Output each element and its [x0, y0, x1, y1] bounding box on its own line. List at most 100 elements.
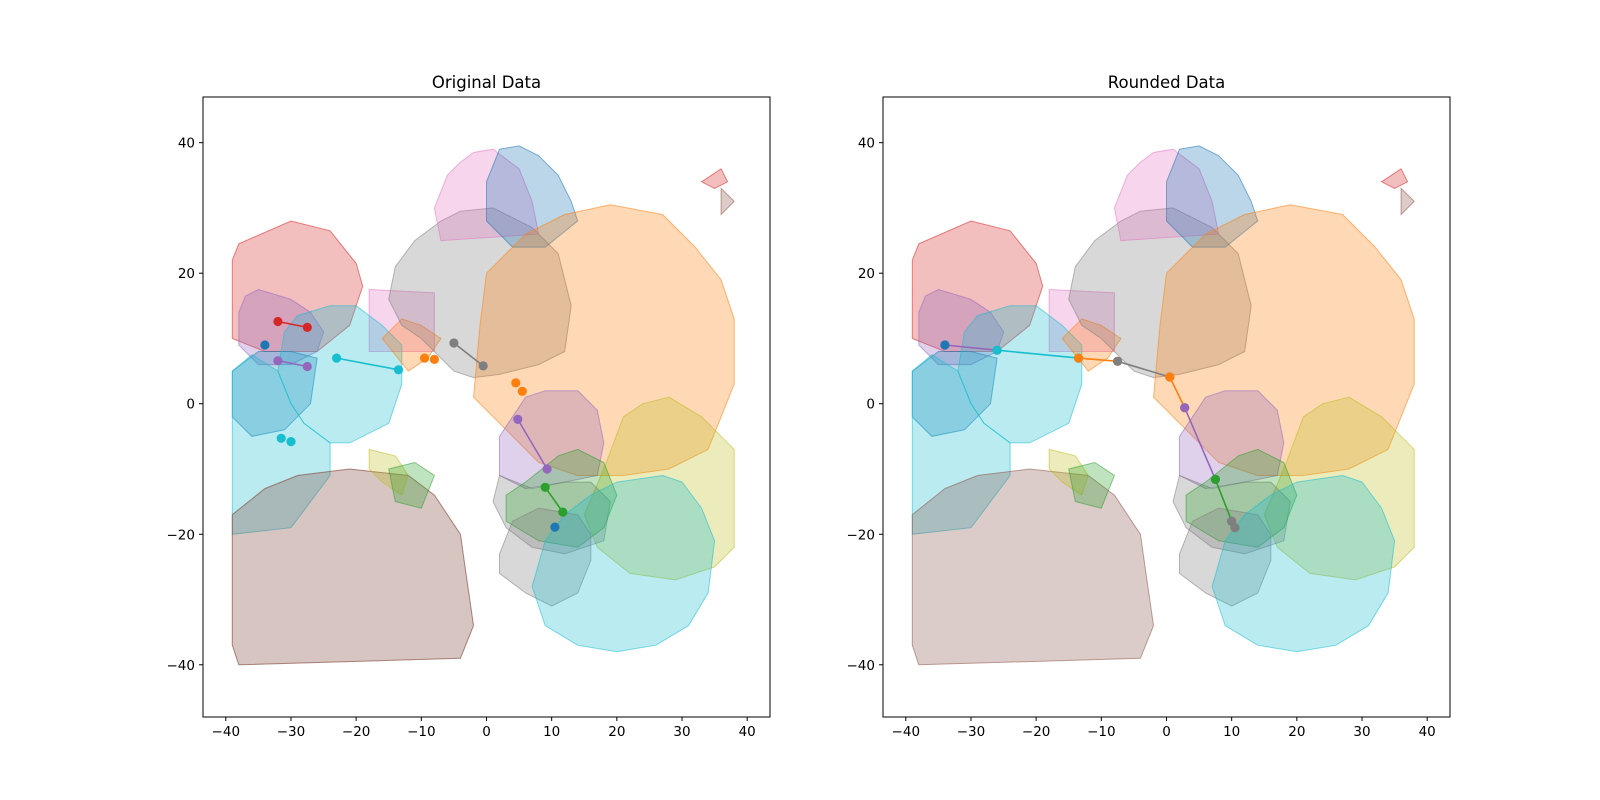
x-tick-label: 10	[1223, 724, 1240, 740]
x-tick-label: −40	[892, 724, 921, 740]
region-polygon	[1400, 187, 1415, 216]
region-polygon	[499, 390, 605, 490]
series-line	[453, 342, 484, 367]
region-polygon	[499, 507, 592, 607]
x-tick-label: 40	[1419, 724, 1436, 740]
data-point	[992, 345, 1002, 355]
data-point	[260, 340, 270, 350]
series-line	[277, 359, 308, 368]
y-tick-label: −40	[847, 658, 876, 674]
region-polygon	[1048, 448, 1089, 496]
data-point	[420, 353, 430, 363]
data-point	[511, 378, 521, 388]
x-tick-label: 20	[1288, 724, 1305, 740]
region-polygon	[388, 207, 572, 379]
x-tick-label: −10	[1087, 724, 1116, 740]
chart-title: Original Data	[432, 73, 541, 92]
region-polygon	[1211, 474, 1396, 653]
region-polygon	[472, 204, 735, 476]
data-point	[542, 464, 552, 474]
x-tick-label: −10	[407, 724, 436, 740]
subplot-original: Original Data −40 −30 −20 −10 0 10 20 30 40 −40 −2…	[167, 73, 771, 740]
region-polygon	[486, 145, 579, 248]
x-tick-label: 20	[608, 724, 625, 740]
data-point	[273, 356, 283, 366]
region-polygon	[1166, 145, 1259, 248]
data-point	[1180, 403, 1190, 413]
x-tick-label: −40	[212, 724, 241, 740]
y-tick-label: −20	[167, 527, 196, 543]
x-tick-label: −20	[1022, 724, 1051, 740]
series-line	[1169, 376, 1186, 409]
data-point	[302, 361, 312, 372]
region-polygon	[1068, 461, 1116, 509]
x-tick-label: −30	[957, 724, 986, 740]
region-polygon	[388, 461, 436, 509]
series-line	[997, 349, 1079, 359]
x-tick-label: −20	[342, 724, 371, 740]
region-polygon	[911, 220, 1044, 352]
region-polygon	[911, 468, 1155, 666]
subplot-rounded: Rounded Data −40 −30 −20 −10 0 10 20 30 40 −40 −20…	[847, 73, 1451, 740]
x-tick-label: 0	[482, 724, 491, 740]
region-polygon	[231, 351, 318, 437]
series-line	[1183, 407, 1217, 480]
region-polygon	[1172, 474, 1291, 555]
region-polygon	[1263, 396, 1415, 581]
data-point	[273, 316, 283, 327]
region-polygon	[1185, 448, 1298, 548]
region-layer	[231, 145, 735, 666]
x-tick-label: 10	[543, 724, 560, 740]
region-polygon	[368, 448, 409, 496]
region-polygon	[918, 288, 1005, 366]
y-tick-label: 40	[858, 136, 875, 152]
region-polygon	[720, 187, 735, 216]
data-point	[940, 340, 950, 350]
x-tick-label: 40	[739, 724, 756, 740]
y-tick-label: 20	[858, 266, 875, 282]
region-polygon	[1068, 207, 1252, 379]
x-tick-label: 0	[1162, 724, 1171, 740]
series-line	[1214, 479, 1233, 522]
data-point	[302, 322, 312, 332]
region-polygon	[231, 354, 331, 535]
y-tick-label: 0	[186, 397, 195, 413]
series-line	[336, 357, 399, 371]
y-tick-label: 40	[178, 136, 195, 152]
region-polygon	[1179, 507, 1272, 607]
region-polygon	[583, 396, 735, 581]
region-polygon	[238, 288, 325, 366]
region-polygon	[531, 474, 716, 653]
region-polygon	[231, 468, 475, 666]
x-tick-label: 30	[673, 724, 690, 740]
data-point	[1113, 356, 1123, 366]
region-polygon	[911, 351, 998, 437]
series-line	[944, 344, 998, 351]
y-tick-label: 0	[866, 397, 875, 413]
region-polygon	[1061, 318, 1122, 372]
series-layer	[940, 340, 1240, 533]
region-polygon	[492, 474, 611, 555]
y-tick-label: −40	[167, 658, 196, 674]
data-point	[429, 354, 439, 364]
data-point	[1230, 523, 1240, 533]
region-polygon	[231, 468, 475, 666]
data-point	[1165, 372, 1175, 382]
data-point	[1073, 353, 1084, 363]
region-polygon	[1152, 204, 1415, 476]
data-point	[393, 365, 404, 375]
region-polygon	[911, 354, 1011, 535]
y-tick-label: 20	[178, 266, 195, 282]
series-layer	[260, 316, 568, 532]
region-polygon	[231, 220, 364, 352]
data-point	[517, 386, 527, 396]
x-tick-label: 30	[1353, 724, 1370, 740]
y-tick-label: −20	[847, 527, 876, 543]
region-layer	[911, 145, 1415, 666]
data-point	[478, 361, 488, 371]
region-polygon	[1380, 168, 1409, 189]
data-point	[332, 353, 342, 363]
series-line	[517, 418, 548, 470]
chart-title: Rounded Data	[1108, 73, 1225, 92]
